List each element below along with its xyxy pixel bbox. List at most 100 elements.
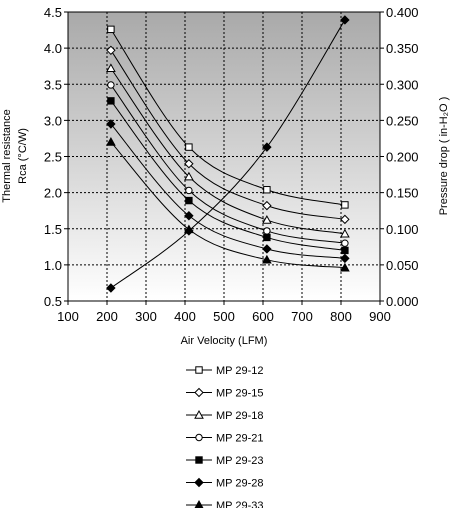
series-line <box>110 50 345 220</box>
data-point <box>262 244 272 254</box>
left-tick-label: 0.5 <box>44 294 62 309</box>
legend-item: MP 29-12 <box>186 365 264 377</box>
x-tick-label: 500 <box>213 309 235 324</box>
x-axis-ticks: 100 200 300 400 500 600 700 800 900 <box>57 301 391 324</box>
right-tick-label: 0.200 <box>386 150 419 165</box>
legend-marker <box>194 387 204 398</box>
left-tick-label: 4.5 <box>44 5 62 20</box>
right-tick-label: 0.400 <box>386 5 419 20</box>
data-point <box>185 196 193 205</box>
legend-marker <box>195 366 203 374</box>
data-point <box>262 254 272 264</box>
data-point <box>107 81 115 89</box>
data-point <box>341 201 349 209</box>
right-tick-label: 0.100 <box>386 222 419 237</box>
x-tick-label: 900 <box>369 309 391 324</box>
x-tick-label: 200 <box>96 309 118 324</box>
legend-marker <box>194 477 204 488</box>
legend-label: MP 29-15 <box>216 388 264 400</box>
series-line <box>110 19 346 289</box>
right-tick-label: 0.150 <box>386 186 419 201</box>
series-2 <box>106 45 350 225</box>
data-point <box>107 97 115 105</box>
x-tick-label: 400 <box>174 309 196 324</box>
legend-label: MP 29-23 <box>216 455 264 467</box>
left-tick-label: 3.5 <box>44 77 62 92</box>
legend-marker <box>195 456 203 464</box>
legend-label: MP 29-33 <box>216 500 264 508</box>
grid <box>68 12 380 301</box>
left-tick-label: 2.5 <box>44 150 62 165</box>
series-5 <box>107 97 349 255</box>
series-6 <box>106 119 350 264</box>
right-tick-label: 0.000 <box>386 294 419 309</box>
data-point <box>263 233 271 242</box>
data-point <box>340 262 350 272</box>
data-point <box>184 226 194 236</box>
series-line <box>110 100 345 251</box>
series-line <box>110 141 345 269</box>
legend-item: MP 29-18 <box>186 409 264 422</box>
data-point <box>263 227 271 235</box>
series-3 <box>106 63 350 238</box>
data-point <box>262 200 272 211</box>
x-tick-label: 700 <box>291 309 313 324</box>
left-tick-label: 1.5 <box>44 222 62 237</box>
series-layer <box>106 15 350 293</box>
right-axis-ticks: 0.000 0.050 0.100 0.150 0.200 0.250 0.300 0.350… <box>380 5 419 309</box>
data-point <box>184 159 194 169</box>
data-point <box>185 143 193 151</box>
series-line <box>110 68 345 235</box>
data-point <box>262 142 272 152</box>
data-point <box>262 215 272 224</box>
legend-item: MP 29-33 <box>186 499 264 508</box>
series-line <box>110 84 345 244</box>
left-axis-title-line1: Thermal resistance <box>1 109 13 203</box>
data-point <box>341 239 349 247</box>
left-axis-title: Thermal resistance Rca (°C/W) <box>1 109 29 203</box>
legend-marker <box>194 499 204 508</box>
data-point <box>106 283 116 293</box>
right-tick-label: 0.050 <box>386 258 419 273</box>
legend: MP 29-12 MP 29-15 MP 29-18 MP 29-21 MP 29-23… <box>186 365 264 508</box>
legend-item: MP 29-23 <box>186 455 264 467</box>
data-point <box>340 228 350 238</box>
left-axis-title-line2: Rca (°C/W) <box>17 128 29 184</box>
legend-item: MP 29-28 <box>186 478 264 490</box>
data-point <box>184 211 194 221</box>
right-tick-label: 0.300 <box>386 77 419 92</box>
data-point <box>106 45 116 55</box>
data-point <box>106 119 116 129</box>
series-line <box>110 29 345 206</box>
legend-label: MP 29-21 <box>216 433 264 445</box>
legend-label: MP 29-12 <box>216 365 264 377</box>
data-point <box>106 137 116 146</box>
legend-marker <box>195 433 203 442</box>
series-1 <box>107 25 349 209</box>
right-tick-label: 0.250 <box>386 113 419 128</box>
legend-item: MP 29-15 <box>186 388 264 400</box>
data-point <box>184 171 194 181</box>
right-axis-title: Pressure drop ( in-H₂O ) <box>438 97 450 216</box>
right-tick-label: 0.350 <box>386 41 419 56</box>
legend-marker <box>194 409 204 419</box>
data-point <box>185 186 193 195</box>
series-line <box>110 123 345 259</box>
data-point <box>340 15 350 25</box>
data-point <box>340 214 350 225</box>
data-point <box>106 63 116 73</box>
x-axis-title: Air Velocity (LFM) <box>181 335 268 347</box>
left-axis-ticks: 0.5 1.0 1.5 2.0 2.5 3.0 3.5 4.0 4.5 <box>44 5 68 309</box>
left-tick-label: 2.0 <box>44 186 62 201</box>
left-tick-label: 1.0 <box>44 258 62 273</box>
series-8 <box>106 15 350 293</box>
x-tick-label: 600 <box>252 309 274 324</box>
legend-label: MP 29-18 <box>216 410 264 422</box>
data-point <box>263 186 271 194</box>
x-tick-label: 300 <box>135 309 157 324</box>
data-point <box>340 253 350 264</box>
left-tick-label: 4.0 <box>44 41 62 56</box>
legend-label: MP 29-28 <box>216 478 264 490</box>
legend-item: MP 29-21 <box>186 433 264 445</box>
